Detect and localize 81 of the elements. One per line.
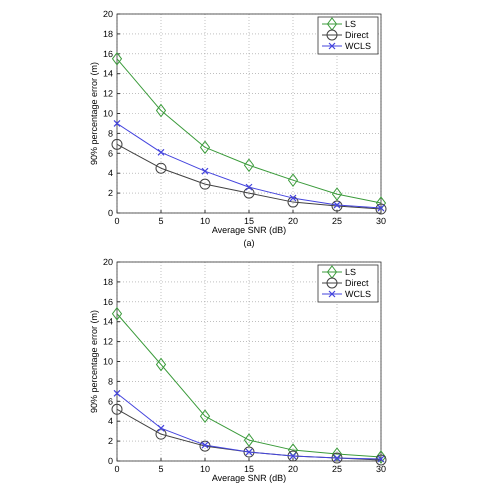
point (244, 158, 254, 172)
y-tick-label: 6 (108, 148, 113, 158)
point (244, 188, 254, 199)
point (112, 404, 122, 415)
x-tick-label: 25 (332, 464, 342, 474)
point (112, 52, 122, 66)
x-tick-label: 30 (376, 216, 386, 226)
x-tick-label: 30 (376, 464, 386, 474)
y-tick-label: 10 (102, 108, 113, 118)
point (157, 424, 165, 432)
x-tick-label: 20 (288, 216, 298, 226)
point (289, 194, 297, 202)
x-tick-label: 5 (158, 216, 164, 226)
point (113, 120, 121, 128)
point (332, 448, 342, 461)
point (156, 162, 166, 174)
point (332, 200, 342, 212)
point (245, 184, 253, 191)
point (376, 204, 386, 215)
y-tick-label: 20 (102, 257, 113, 267)
point (156, 428, 166, 440)
y-tick-label: 16 (102, 48, 113, 59)
x-tick-label: 15 (244, 216, 254, 226)
legend-label: Direct (345, 278, 369, 288)
point (288, 196, 298, 208)
x-tick-label: 15 (244, 464, 254, 474)
x-tick-label: 0 (114, 216, 120, 226)
point (157, 148, 165, 156)
point (156, 358, 166, 371)
y-axis-title: 90% percentage error (m) (89, 310, 99, 414)
point (112, 138, 122, 150)
legend-label: LS (345, 267, 356, 277)
y-tick-label: 12 (102, 336, 113, 347)
y-tick-label: 8 (108, 376, 113, 386)
y-tick-label: 20 (102, 9, 113, 19)
point (376, 196, 386, 210)
x-axis-title: Average SNR (dB) (212, 473, 286, 483)
point (376, 450, 386, 464)
y-tick-label: 2 (108, 188, 113, 198)
point (112, 307, 122, 320)
y-tick-label: 12 (102, 88, 113, 99)
y-tick-label: 14 (102, 316, 113, 327)
point (200, 440, 210, 452)
point (288, 174, 298, 187)
y-tick-label: 18 (102, 28, 113, 39)
y-tick-label: 16 (102, 296, 113, 307)
x-tick-label: 0 (114, 464, 120, 474)
point (156, 104, 166, 118)
point (288, 444, 298, 457)
y-tick-label: 0 (108, 456, 113, 466)
y-tick-label: 10 (102, 356, 113, 366)
point (200, 178, 210, 190)
x-axis-title: Average SNR (dB) (212, 225, 286, 235)
point (200, 410, 210, 423)
y-tick-label: 2 (108, 436, 113, 446)
x-tick-label: 10 (200, 464, 210, 474)
y-tick-label: 4 (108, 168, 113, 178)
y-tick-label: 0 (108, 208, 113, 218)
y-tick-label: 18 (102, 276, 113, 287)
point (333, 201, 341, 209)
y-tick-label: 8 (108, 128, 113, 138)
legend-label: LS (345, 19, 356, 29)
legend-label: WCLS (345, 41, 372, 51)
y-tick-label: 14 (102, 68, 113, 79)
x-tick-label: 25 (332, 216, 342, 226)
text: (a) (244, 238, 254, 248)
y-axis-title: 90% percentage error (m) (89, 62, 99, 166)
point (376, 454, 386, 466)
point (244, 434, 254, 447)
legend-label: WCLS (345, 289, 372, 299)
point (200, 140, 210, 154)
legend-label: Direct (345, 30, 369, 40)
y-tick-label: 4 (108, 416, 113, 426)
point (113, 390, 121, 397)
y-tick-label: 6 (108, 396, 113, 406)
x-tick-label: 5 (158, 464, 164, 474)
point (201, 168, 209, 175)
point (332, 188, 342, 201)
point (377, 204, 385, 212)
x-tick-label: 10 (200, 216, 210, 226)
x-tick-label: 20 (288, 464, 298, 474)
